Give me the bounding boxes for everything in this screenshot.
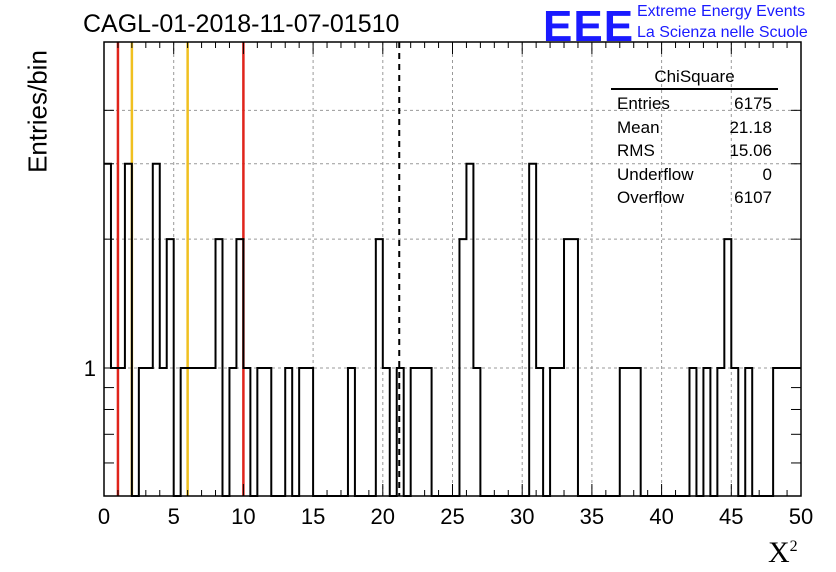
stats-row: RMS 15.06: [611, 139, 778, 163]
x-axis-label-superscript: 2: [789, 538, 798, 555]
stats-value: 6107: [734, 188, 772, 207]
x-tick-label: 10: [231, 504, 255, 529]
stats-value: 21.18: [729, 117, 772, 137]
stats-box: ChiSquare Entries 6175 Mean 21.18 RMS 15.06…: [611, 67, 778, 210]
logo-caption-line2: La Scienza nelle Scuole: [637, 24, 808, 41]
x-axis-label-text: X: [768, 536, 790, 569]
x-axis-label: X2: [768, 536, 798, 570]
stats-label: Mean: [617, 117, 660, 137]
x-tick-label: 15: [301, 504, 325, 529]
x-tick-label: 40: [649, 504, 673, 529]
stats-label: Underflow: [617, 164, 694, 184]
tick-labels: 0 5 10 15 20 25 30 35 40 45 50 1: [84, 356, 813, 529]
stats-value: 15.06: [729, 141, 772, 160]
plot-frame: [103, 41, 802, 497]
stats-row: Underflow 0: [611, 163, 778, 187]
stats-row: Mean 21.18: [611, 116, 778, 140]
x-tick-label: 25: [440, 504, 464, 529]
stats-title: ChiSquare: [611, 67, 778, 90]
chart-title: CAGL-01-2018-11-07-01510: [83, 10, 400, 38]
x-tick-label: 0: [98, 504, 110, 529]
stats-label: Overflow: [617, 188, 685, 207]
x-tick-label: 20: [371, 504, 395, 529]
x-tick-label: 50: [789, 504, 813, 529]
stats-value: 6175: [734, 94, 772, 113]
stats-label: RMS: [617, 141, 655, 160]
x-tick-label: 30: [510, 504, 534, 529]
stats-row: Entries 6175: [611, 92, 778, 116]
eee-logo: EEE: [543, 2, 635, 51]
stats-value: 0: [762, 164, 772, 184]
x-tick-label: 45: [719, 504, 743, 529]
histogram-outline: [104, 162, 801, 497]
logo-caption-line1: Extreme Energy Events: [637, 3, 806, 20]
x-tick-label: 35: [580, 504, 604, 529]
stats-row: Overflow 6107: [611, 186, 778, 210]
stats-label: Entries: [617, 94, 670, 113]
y-tick-label: 1: [84, 356, 96, 381]
x-tick-label: 5: [168, 504, 180, 529]
